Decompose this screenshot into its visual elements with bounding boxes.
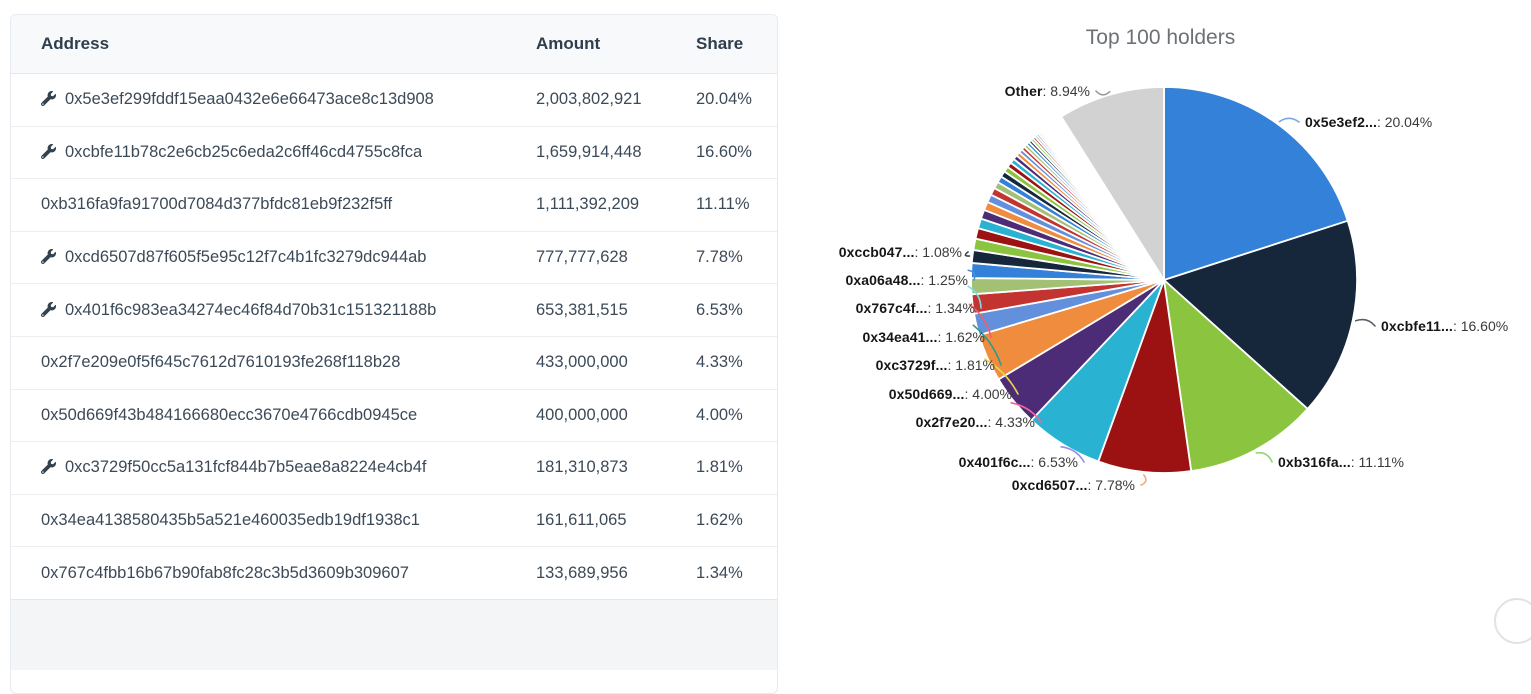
- column-header-amount: Amount: [536, 15, 696, 74]
- address-text: 0x2f7e209e0f5f645c7612d7610193fe268f118b…: [41, 353, 401, 372]
- address-text: 0x5e3ef299fddf15eaa0432e6e66473ace8c13d9…: [65, 90, 434, 109]
- top-holders-chart: Top 100 holders 0x5e3ef2...: 20.04% 0xcbf…: [790, 0, 1531, 607]
- next-row-partial: [11, 598, 777, 670]
- slice-label: 0xcd6507...: 7.78%: [1011, 477, 1135, 493]
- address-cell[interactable]: 0x5e3ef299fddf15eaa0432e6e66473ace8c13d9…: [11, 74, 536, 127]
- share-cell: 1.81%: [696, 441, 777, 495]
- table-row: 0xc3729f50cc5a131fcf844b7b5eae8a8224e4cb…: [11, 441, 777, 495]
- amount-cell: 133,689,956: [536, 546, 696, 599]
- leader-line: [967, 285, 982, 309]
- leader-line: [964, 251, 971, 257]
- slice-label: 0xc3729f...: 1.81%: [875, 357, 995, 373]
- holders-table: Address Amount Share 0x5e3ef299fddf15eaa…: [11, 15, 777, 599]
- slice-label: 0x5e3ef2...: 20.04%: [1305, 114, 1433, 130]
- table-row: 0x767c4fbb16b67b90fab8fc28c3b5d3609b3096…: [11, 546, 777, 599]
- address-text: 0xb316fa9fa91700d7084d377bfdc81eb9f232f5…: [41, 195, 393, 214]
- address-cell[interactable]: 0xb316fa9fa91700d7084d377bfdc81eb9f232f5…: [11, 178, 536, 232]
- share-cell: 16.60%: [696, 125, 777, 179]
- amount-cell: 2,003,802,921: [536, 90, 642, 109]
- share-cell: 11.11%: [696, 178, 777, 232]
- slice-label: 0xb316fa...: 11.11%: [1278, 454, 1404, 470]
- amount-cell: 161,611,065: [536, 493, 696, 547]
- address-text: 0x401f6c983ea34274ec46f84d70b31c15132118…: [65, 300, 437, 319]
- slice-label: 0x50d669...: 4.00%: [888, 386, 1012, 402]
- address-cell[interactable]: 0xc3729f50cc5a131fcf844b7b5eae8a8224e4cb…: [11, 441, 536, 495]
- leader-line: [983, 358, 1019, 395]
- pie-chart-svg: [964, 86, 1376, 486]
- holders-table-card: Address Amount Share 0x5e3ef299fddf15eaa…: [10, 14, 778, 694]
- address-cell[interactable]: 0x767c4fbb16b67b90fab8fc28c3b5d3609b3096…: [11, 546, 536, 599]
- leader-line: [1140, 474, 1147, 486]
- share-cell: 1.34%: [696, 546, 777, 599]
- slice-label: 0xcbfe11...: 16.60%: [1381, 318, 1509, 334]
- amount-cell: 400,000,000: [536, 388, 696, 442]
- amount-cell: 181,310,873: [536, 441, 696, 495]
- pie-slice[interactable]: [1163, 219, 1358, 410]
- table-header-row: Address Amount Share: [11, 15, 777, 74]
- slice-label: 0x401f6c...: 6.53%: [958, 454, 1078, 470]
- address-cell[interactable]: 0x50d669f43b484166680ecc3670e4766cdb0945…: [11, 388, 536, 442]
- table-row: 0x50d669f43b484166680ecc3670e4766cdb0945…: [11, 388, 777, 442]
- amount-cell: 653,381,515: [536, 283, 696, 337]
- leader-line: [1255, 451, 1273, 463]
- wrench-icon: [41, 459, 56, 475]
- pie-slice[interactable]: [1163, 86, 1349, 281]
- table-row: 0xcd6507d87f605f5e95c12f7c4b1fc3279dc944…: [11, 230, 777, 284]
- chart-title: Top 100 holders: [1085, 26, 1236, 49]
- leader-line: [1010, 402, 1042, 423]
- share-cell: 20.04%: [696, 90, 752, 109]
- amount-cell: 1,111,392,209: [536, 178, 696, 232]
- table-row: 0xb316fa9fa91700d7084d377bfdc81eb9f232f5…: [11, 178, 777, 232]
- leader-line: [972, 324, 1002, 366]
- slice-label: 0xccb047...: 1.08%: [838, 244, 962, 260]
- address-text: 0x767c4fbb16b67b90fab8fc28c3b5d3609b3096…: [41, 563, 409, 582]
- share-cell: 1.62%: [696, 493, 777, 547]
- leader-line: [1278, 117, 1300, 123]
- floating-action-button[interactable]: [1494, 598, 1531, 644]
- address-text: 0xcd6507d87f605f5e95c12f7c4b1fc3279dc944…: [65, 248, 427, 267]
- share-cell: 4.33%: [696, 335, 777, 390]
- address-cell[interactable]: 0xcbfe11b78c2e6cb25c6eda2c6ff46cd4755c8f…: [11, 125, 536, 179]
- wrench-icon: [41, 249, 56, 265]
- slice-label: 0xa06a48...: 1.25%: [845, 272, 968, 288]
- column-header-share: Share: [696, 15, 777, 74]
- column-header-address: Address: [11, 15, 536, 74]
- address-text: 0x34ea4138580435b5a521e460035edb19df1938…: [41, 511, 420, 530]
- leader-line: [967, 269, 976, 281]
- address-cell[interactable]: 0xcd6507d87f605f5e95c12f7c4b1fc3279dc944…: [11, 230, 536, 284]
- wrench-icon: [41, 301, 56, 317]
- address-cell[interactable]: 0x401f6c983ea34274ec46f84d70b31c15132118…: [11, 283, 536, 337]
- table-row: 0x34ea4138580435b5a521e460035edb19df1938…: [11, 493, 777, 547]
- leader-line: [968, 303, 992, 338]
- table-row: 0xcbfe11b78c2e6cb25c6eda2c6ff46cd4755c8f…: [11, 125, 777, 179]
- pie-slice[interactable]: [1163, 279, 1309, 472]
- table-row: 0x2f7e209e0f5f645c7612d7610193fe268f118b…: [11, 335, 777, 390]
- amount-cell: 777,777,628: [536, 230, 696, 284]
- share-cell: 4.00%: [696, 388, 777, 442]
- address-cell[interactable]: 0x2f7e209e0f5f645c7612d7610193fe268f118b…: [11, 335, 536, 390]
- leader-line: [1095, 90, 1111, 96]
- leader-line: [1060, 446, 1085, 463]
- address-text: 0x50d669f43b484166680ecc3670e4766cdb0945…: [41, 405, 418, 424]
- pie-slice[interactable]: [1097, 279, 1193, 474]
- share-cell: 7.78%: [696, 230, 777, 284]
- slice-label: 0x34ea41...: 1.62%: [862, 329, 985, 345]
- wrench-icon: [41, 143, 56, 159]
- table-row: 0x401f6c983ea34274ec46f84d70b31c15132118…: [11, 283, 777, 337]
- address-cell[interactable]: 0x34ea4138580435b5a521e460035edb19df1938…: [11, 493, 536, 547]
- slice-label: Other: 8.94%: [1004, 83, 1090, 99]
- leader-line: [1354, 318, 1376, 327]
- wrench-icon: [41, 91, 56, 107]
- amount-cell: 1,659,914,448: [536, 125, 696, 179]
- pie-slice[interactable]: [1060, 86, 1165, 281]
- table-row: 0x5e3ef299fddf15eaa0432e6e66473ace8c13d9…: [11, 74, 777, 127]
- address-text: 0xcbfe11b78c2e6cb25c6eda2c6ff46cd4755c8f…: [65, 142, 423, 161]
- share-cell: 6.53%: [696, 283, 777, 337]
- amount-cell: 433,000,000: [536, 335, 696, 390]
- address-text: 0xc3729f50cc5a131fcf844b7b5eae8a8224e4cb…: [65, 458, 427, 477]
- slice-label: 0x767c4f...: 1.34%: [855, 300, 975, 316]
- slice-label: 0x2f7e20...: 4.33%: [915, 414, 1035, 430]
